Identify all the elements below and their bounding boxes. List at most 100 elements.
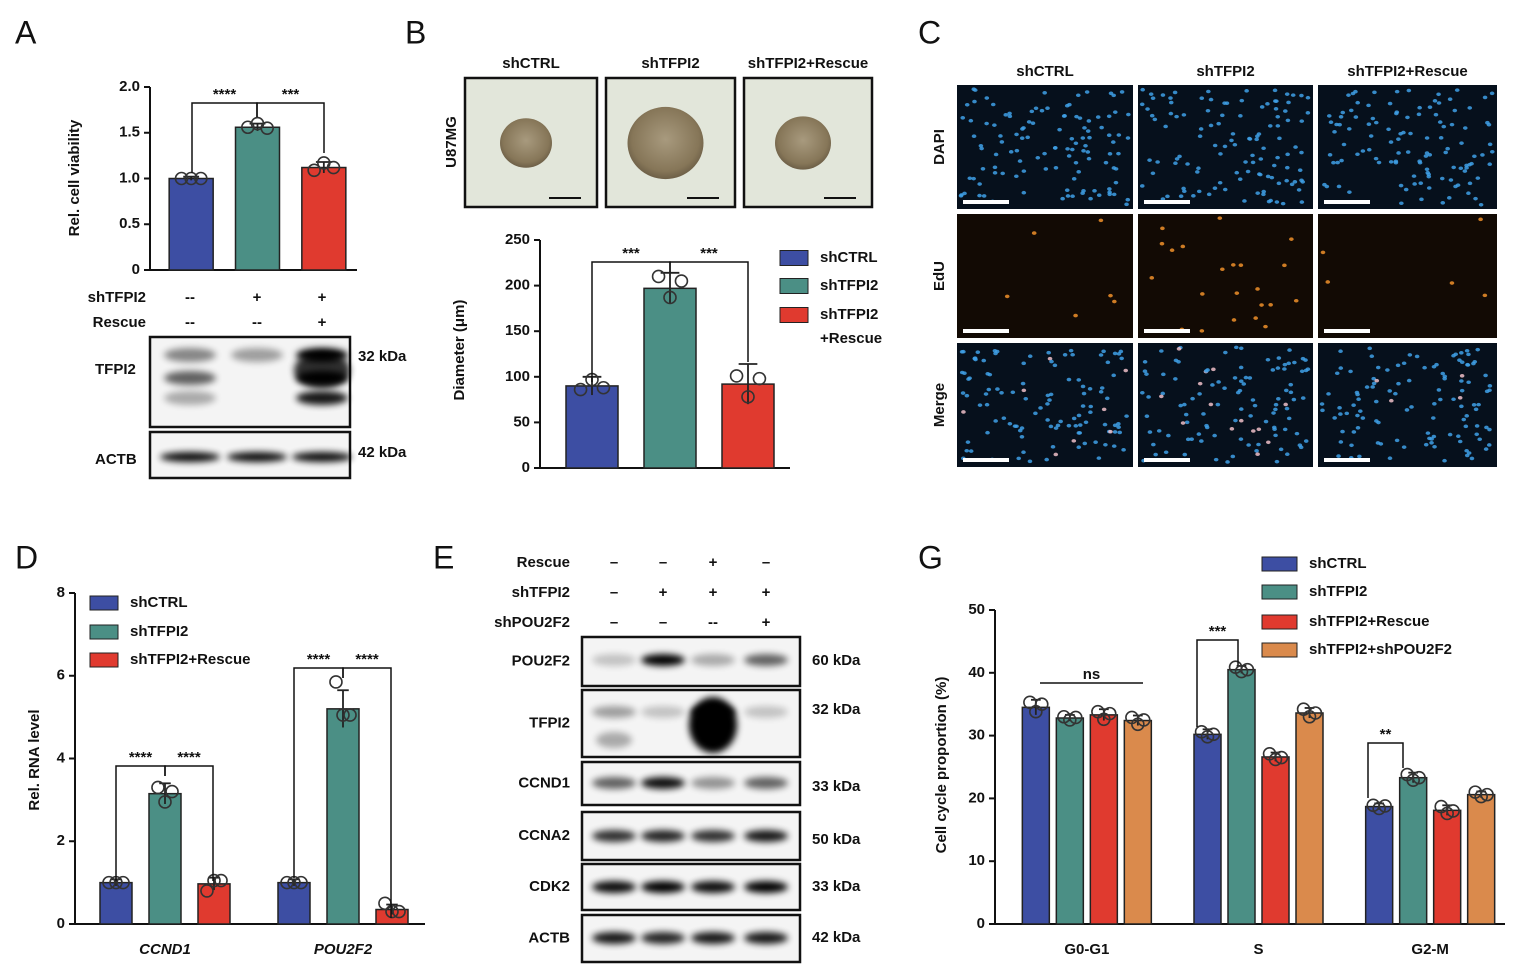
nucleus: [1216, 121, 1221, 126]
blot-label: ACTB: [528, 929, 570, 946]
blot-band: [592, 830, 636, 842]
column-label: shTFPI2+Rescue: [748, 55, 868, 72]
nucleus: [1159, 241, 1165, 246]
nucleus: [1305, 111, 1311, 115]
nucleus: [1387, 456, 1393, 461]
nucleus: [1259, 105, 1265, 109]
nucleus: [1355, 100, 1360, 105]
blot-label: CCND1: [518, 774, 570, 791]
data-point: [329, 675, 343, 689]
nucleus: [1169, 248, 1175, 253]
y-tick-label: 0: [57, 915, 65, 932]
data-point: [174, 171, 189, 186]
nucleus: [1299, 369, 1305, 374]
nucleus: [1459, 379, 1464, 383]
nucleus: [1110, 140, 1116, 144]
blot: [580, 913, 802, 964]
blot-band: [641, 932, 685, 944]
nucleus: [1416, 112, 1422, 117]
panel-label: E: [433, 539, 454, 575]
nucleus: [1168, 111, 1174, 116]
nucleus: [1080, 384, 1086, 389]
condition-label: Rescue: [517, 554, 570, 571]
nucleus: [1459, 141, 1464, 145]
nucleus: [1222, 386, 1227, 390]
nucleus: [1480, 153, 1485, 157]
nucleus: [1080, 136, 1086, 140]
nucleus: [1007, 111, 1012, 116]
x-tick-label: S: [1253, 941, 1263, 958]
nucleus: [1168, 100, 1174, 105]
nucleus: [1001, 416, 1007, 420]
nucleus: [1445, 146, 1450, 151]
nucleus: [1429, 440, 1434, 445]
nucleus: [1265, 102, 1270, 106]
nuclei: [1149, 216, 1299, 333]
nucleus: [1108, 91, 1114, 96]
nucleus: [1432, 401, 1437, 406]
nucleus: [1062, 353, 1068, 357]
legend-swatch: [779, 307, 809, 323]
nucleus: [1086, 156, 1092, 161]
nucleus: [1033, 106, 1039, 111]
nucleus: [1430, 416, 1436, 420]
nucleus: [1201, 412, 1206, 416]
nucleus: [1208, 97, 1214, 102]
nucleus: [1150, 171, 1156, 176]
blot-band: [592, 777, 636, 789]
nucleus: [1370, 385, 1375, 389]
nucleus: [1289, 182, 1295, 187]
nucleus: [1340, 110, 1346, 115]
nucleus: [1459, 388, 1465, 393]
nucleus: [1394, 89, 1400, 94]
nucleus: [1085, 129, 1091, 133]
nucleus: [1096, 456, 1102, 460]
nucleus: [1111, 192, 1117, 197]
nucleus: [1250, 398, 1256, 402]
nucleus: [1230, 132, 1236, 136]
nucleus: [1232, 142, 1238, 147]
nucleus: [1205, 368, 1210, 372]
nucleus: [1071, 177, 1077, 181]
blot-band: [641, 654, 685, 666]
nucleus: [1023, 396, 1029, 401]
nucleus: [1464, 166, 1469, 170]
nucleus: [1113, 180, 1119, 185]
condition-mark: –: [659, 554, 667, 571]
nucleus: [1299, 119, 1305, 123]
nucleus: [1215, 402, 1221, 407]
nucleus: [1183, 412, 1189, 417]
nucleus: [1176, 347, 1182, 351]
nucleus: [1199, 96, 1205, 100]
nucleus: [1338, 412, 1343, 416]
nucleus: [1366, 122, 1372, 126]
bar: [234, 126, 281, 271]
nucleus: [1484, 425, 1489, 430]
nucleus: [1487, 384, 1493, 388]
blot-band: [691, 830, 735, 842]
nucleus: [1007, 114, 1013, 119]
nuclei: [1320, 217, 1488, 298]
nucleus: [1245, 169, 1251, 174]
nucleus: [1098, 390, 1104, 394]
nucleus: [1166, 433, 1171, 438]
data-point: [1446, 804, 1460, 818]
spheroid: [775, 116, 831, 170]
row-label: U87MG: [443, 116, 460, 168]
legend-swatch: [1261, 642, 1298, 658]
y-tick-label: 0.5: [119, 215, 140, 232]
significance-label: **: [1380, 726, 1392, 743]
nucleus: [1486, 443, 1492, 447]
significance-label: ****: [129, 749, 153, 766]
nucleus: [1293, 145, 1298, 149]
nucleus: [1457, 358, 1462, 362]
nucleus: [1102, 422, 1108, 427]
nucleus: [1319, 402, 1325, 406]
nucleus: [1235, 390, 1241, 395]
nucleus: [1275, 155, 1280, 160]
nucleus: [1487, 162, 1493, 167]
condition-mark: --: [708, 614, 718, 631]
nucleus: [1010, 390, 1016, 395]
nucleus: [1053, 145, 1058, 150]
nucleus: [1356, 397, 1361, 402]
